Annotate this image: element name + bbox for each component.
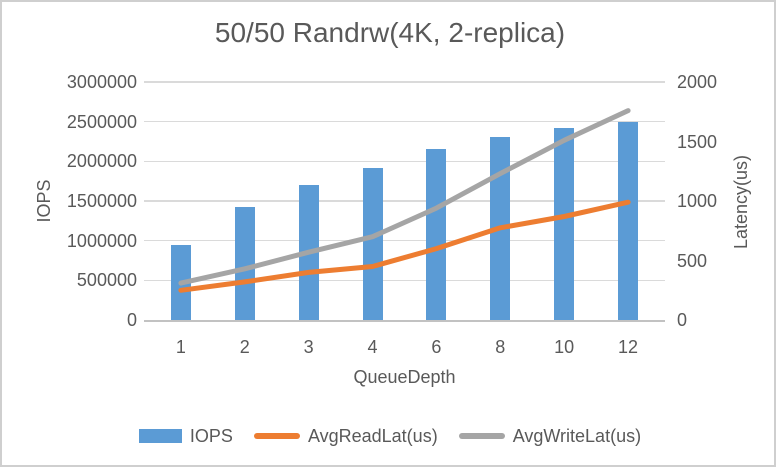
x-tick-3: 3 [303,337,314,357]
y-tick-left: 1500000 [66,191,137,211]
avgreadlatus-line [178,199,631,293]
y-tick-left: 2000000 [66,151,137,172]
x-tick-8: 8 [495,337,506,357]
x-tick-6: 6 [431,337,442,357]
y-tick-right: 500 [677,250,708,271]
y-tick-right: 2000 [677,72,718,92]
y-tick-left: 0 [126,310,137,330]
y-tick-right: 0 [677,310,688,330]
legend-item-avgreadlat: AvgReadLat(us) [253,425,438,447]
bar-qd12 [618,122,639,320]
legend-item-avgwritelat: AvgWriteLat(us) [458,425,642,447]
bar-qd6 [426,148,447,320]
legend-label-iops: IOPS [189,426,233,446]
y-tick-right: 1500 [677,131,718,152]
x-tick-12: 12 [618,337,639,357]
x-tick-4: 4 [367,337,378,357]
gridline [144,120,665,123]
x-tick-10: 10 [554,337,575,357]
chart-title: 50/50 Randrw(4K, 2-replica) [214,17,566,48]
legend: IOPS AvgReadLat(us) AvgWriteLat(us) [2,425,774,447]
y-tick-left: 1000000 [66,230,137,251]
gridline [144,160,665,163]
gridline [144,200,665,202]
bar-qd10 [554,128,575,320]
bar-qd2 [234,206,255,320]
avgreadlat-line-swatch [253,433,300,439]
gridline [144,279,665,282]
line-series-layer [178,108,631,293]
x-axis-title: QueueDepth [353,367,456,387]
y-tick-right: 1000 [677,191,718,211]
avgwritelat-line-swatch [458,433,505,439]
x-axis-line [144,320,665,322]
y-tick-left: 3000000 [66,72,137,92]
x-tick-1: 1 [175,337,186,357]
x-tick-2: 2 [239,337,250,357]
y-tick-left: 2500000 [66,111,137,132]
bar-qd4 [362,168,383,320]
y-axis-title-right: Latency(us) [731,154,751,250]
legend-label-avgwritelat: AvgWriteLat(us) [512,426,642,446]
iops-bar-swatch [138,429,182,443]
gridline [144,239,665,242]
legend-item-iops: IOPS [138,425,233,447]
legend-label-avgreadlat: AvgReadLat(us) [307,426,438,446]
gridline [144,81,665,83]
y-tick-left: 500000 [76,270,137,291]
avgwritelatus-line [178,108,631,286]
